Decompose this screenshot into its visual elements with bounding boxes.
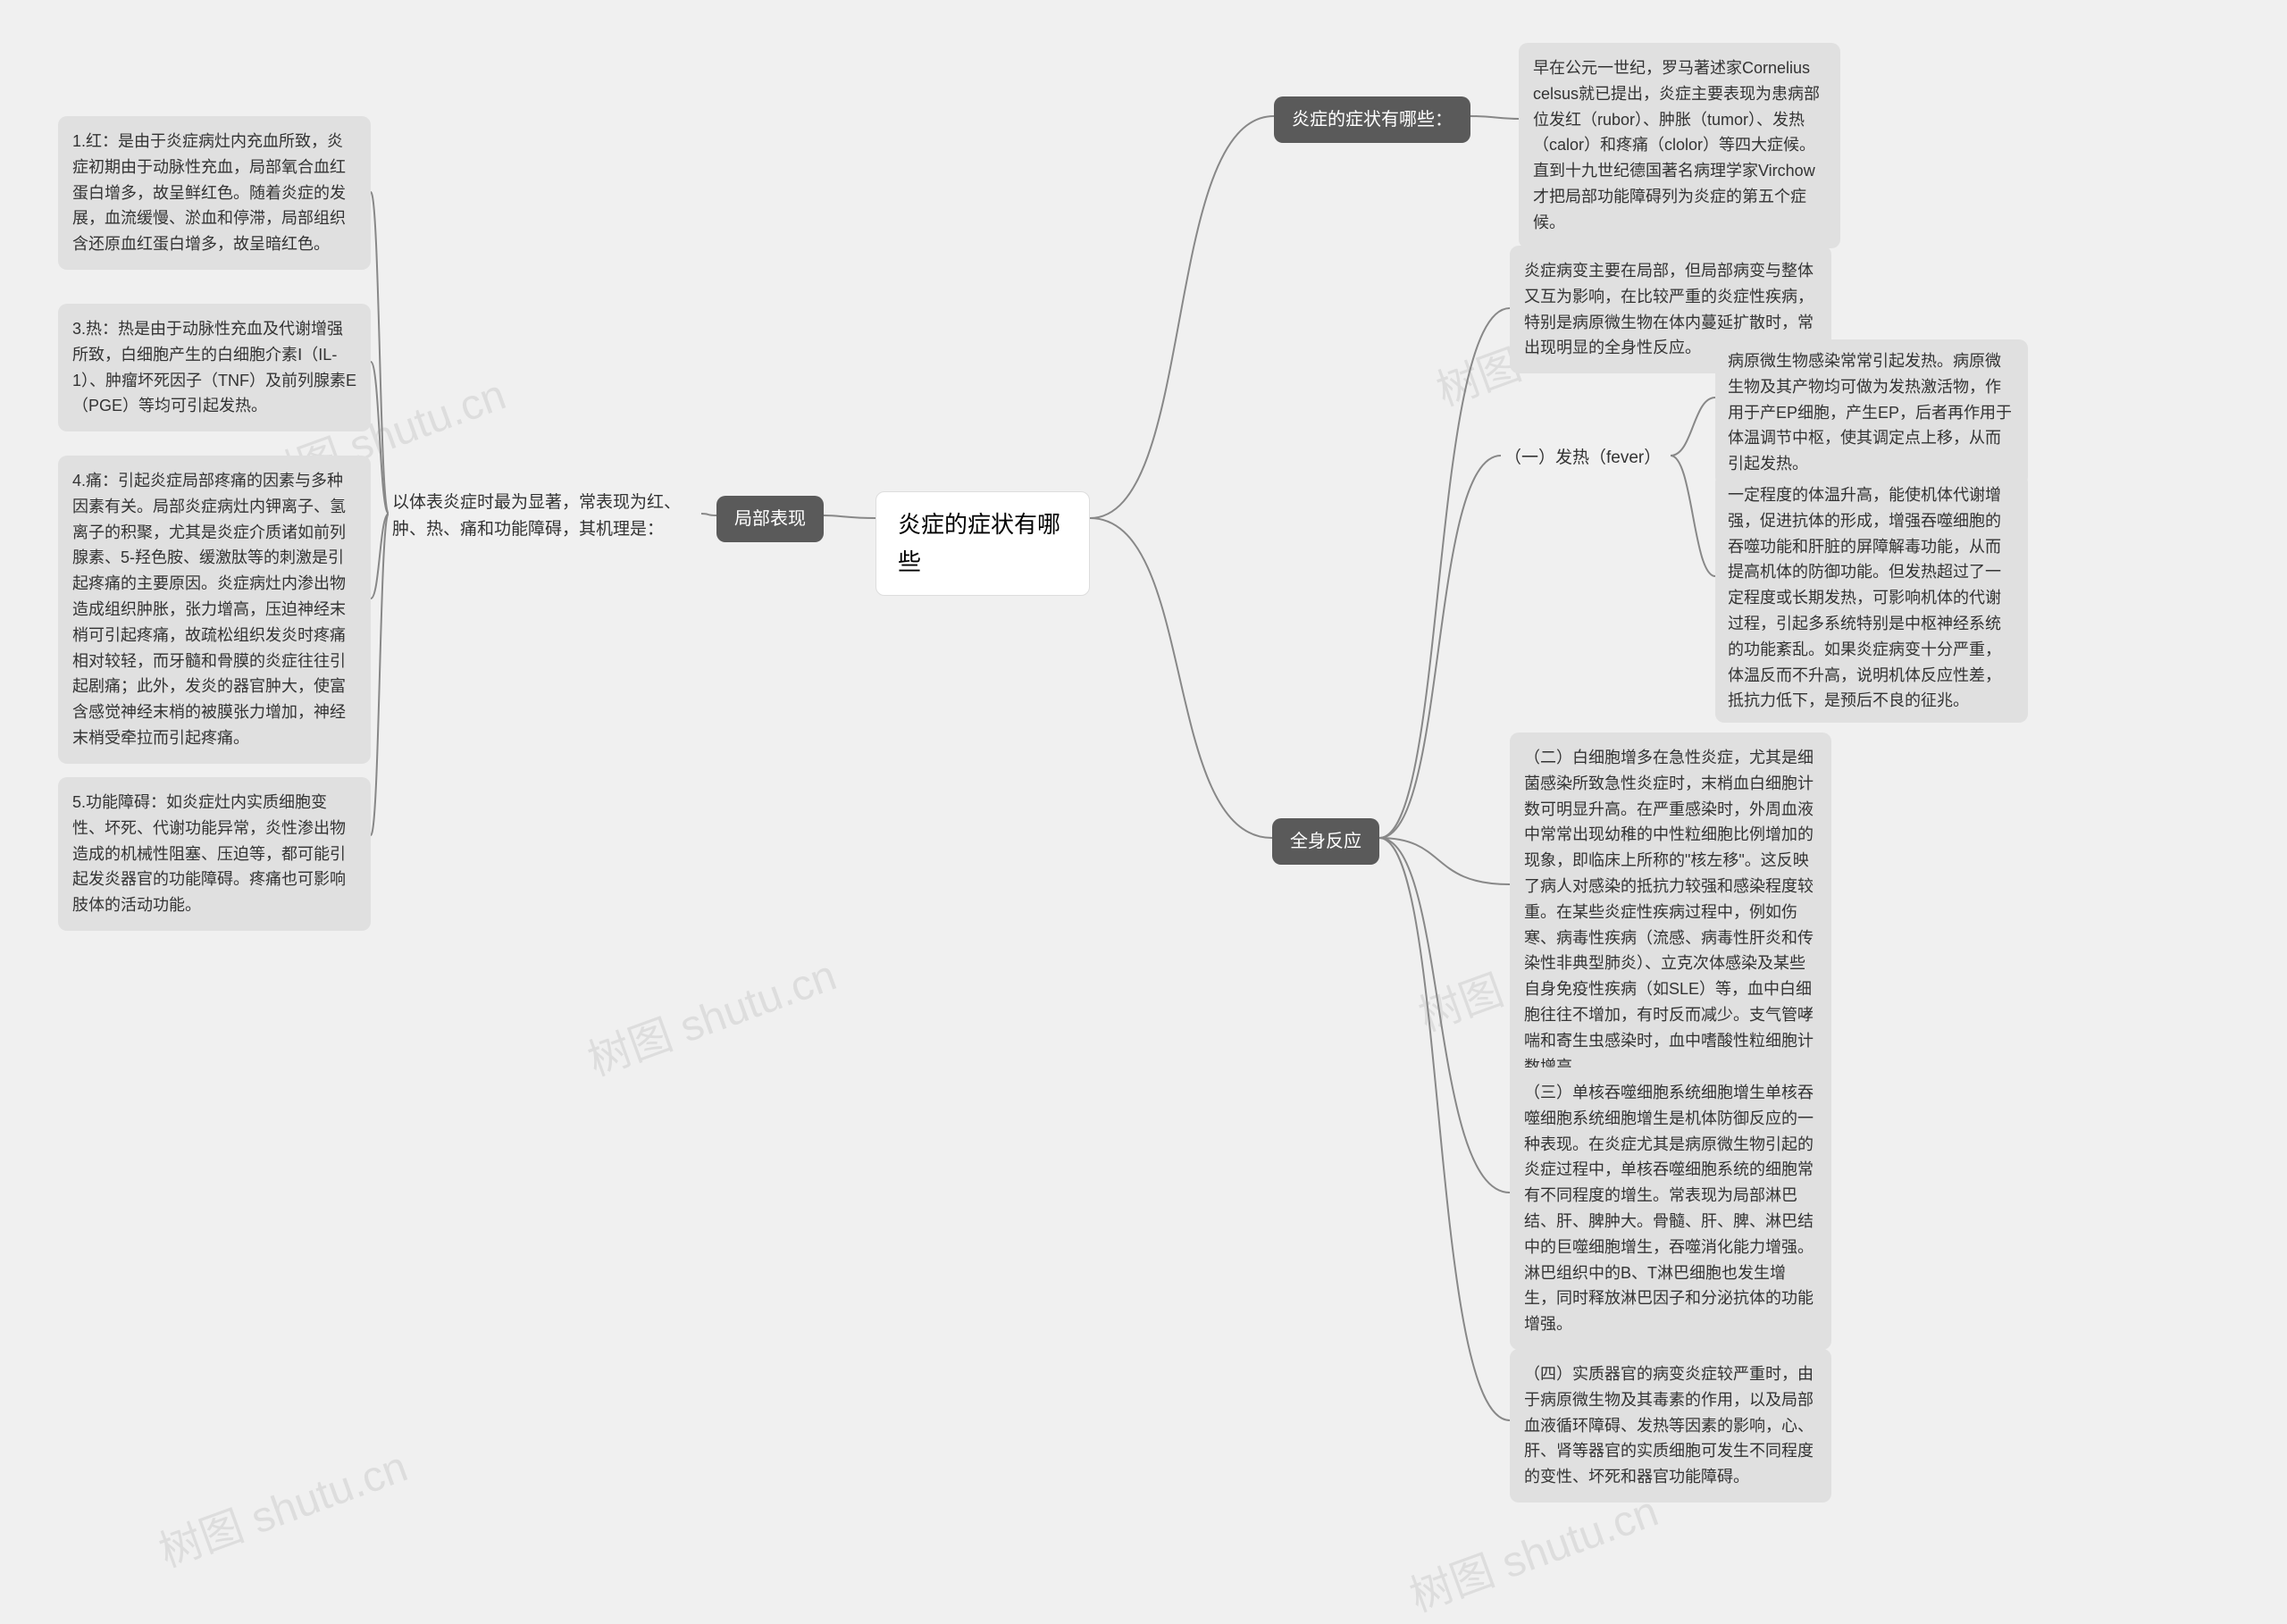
branch-local[interactable]: 局部表现 bbox=[716, 496, 824, 542]
watermark: 树图 shutu.cn bbox=[149, 1431, 415, 1578]
leaf-fever-effect[interactable]: 一定程度的体温升高，能使机体代谢增强，促进抗体的形成，增强吞噬细胞的吞噬功能和肝… bbox=[1715, 473, 2028, 723]
leaf-parenchyma[interactable]: （四）实质器官的病变炎症较严重时，由于病原微生物及其毒素的作用，以及局部血液循环… bbox=[1510, 1349, 1831, 1503]
leaf-red[interactable]: 1.红：是由于炎症病灶内充血所致，炎症初期由于动脉性充血，局部氧合血红蛋白增多，… bbox=[58, 116, 371, 270]
sub-text: （一）发热（fever） bbox=[1504, 448, 1661, 467]
leaf-text: （三）单核吞噬细胞系统细胞增生单核吞噬细胞系统细胞增生是机体防御反应的一种表现。… bbox=[1524, 1084, 1814, 1333]
leaf-text: 1.红：是由于炎症病灶内充血所致，炎症初期由于动脉性充血，局部氧合血红蛋白增多，… bbox=[72, 132, 346, 253]
branch-label: 全身反应 bbox=[1290, 832, 1361, 851]
branch-symptoms[interactable]: 炎症的症状有哪些： bbox=[1274, 96, 1470, 143]
leaf-text: 3.热：热是由于动脉性充血及代谢增强所致，白细胞产生的白细胞介素Ⅰ（IL-1）、… bbox=[72, 320, 356, 414]
leaf-text: 一定程度的体温升高，能使机体代谢增强，促进抗体的形成，增强吞噬细胞的吞噬功能和肝… bbox=[1728, 486, 2001, 709]
leaf-heat[interactable]: 3.热：热是由于动脉性充血及代谢增强所致，白细胞产生的白细胞介素Ⅰ（IL-1）、… bbox=[58, 304, 371, 431]
sub-fever[interactable]: （一）发热（fever） bbox=[1501, 438, 1671, 479]
leaf-dysfunction[interactable]: 5.功能障碍：如炎症灶内实质细胞变性、坏死、代谢功能异常，炎性渗出物造成的机械性… bbox=[58, 777, 371, 931]
sub-text: 以体表炎症时最为显著，常表现为红、肿、热、痛和功能障碍，其机理是： bbox=[392, 493, 681, 539]
leaf-leukocytosis[interactable]: （二）白细胞增多在急性炎症，尤其是细菌感染所致急性炎症时，末梢血白细胞计数可明显… bbox=[1510, 732, 1831, 1092]
leaf-pain[interactable]: 4.痛：引起炎症局部疼痛的因素与多种因素有关。局部炎症病灶内钾离子、氢离子的积聚… bbox=[58, 456, 371, 764]
leaf-fever-cause[interactable]: 病原微生物感染常常引起发热。病原微生物及其产物均可做为发热激活物，作用于产EP细… bbox=[1715, 339, 2028, 486]
leaf-celsus[interactable]: 早在公元一世纪，罗马著述家Cornelius celsus就已提出，炎症主要表现… bbox=[1519, 43, 1840, 248]
root-node[interactable]: 炎症的症状有哪些 bbox=[875, 491, 1090, 596]
leaf-text: （四）实质器官的病变炎症较严重时，由于病原微生物及其毒素的作用，以及局部血液循环… bbox=[1524, 1365, 1814, 1486]
leaf-monocyte[interactable]: （三）单核吞噬细胞系统细胞增生单核吞噬细胞系统细胞增生是机体防御反应的一种表现。… bbox=[1510, 1067, 1831, 1350]
leaf-text: 5.功能障碍：如炎症灶内实质细胞变性、坏死、代谢功能异常，炎性渗出物造成的机械性… bbox=[72, 793, 346, 914]
sub-local-intro[interactable]: 以体表炎症时最为显著，常表现为红、肿、热、痛和功能障碍，其机理是： bbox=[389, 482, 701, 551]
branch-label: 炎症的症状有哪些： bbox=[1292, 110, 1453, 130]
leaf-text: 病原微生物感染常常引起发热。病原微生物及其产物均可做为发热激活物，作用于产EP细… bbox=[1728, 352, 2012, 473]
branch-label: 局部表现 bbox=[734, 509, 806, 529]
branch-systemic[interactable]: 全身反应 bbox=[1272, 818, 1379, 865]
leaf-text: 早在公元一世纪，罗马著述家Cornelius celsus就已提出，炎症主要表现… bbox=[1533, 59, 1820, 231]
leaf-text: （二）白细胞增多在急性炎症，尤其是细菌感染所致急性炎症时，末梢血白细胞计数可明显… bbox=[1524, 749, 1814, 1076]
root-title: 炎症的症状有哪些 bbox=[898, 511, 1060, 575]
watermark: 树图 shutu.cn bbox=[578, 940, 843, 1087]
leaf-text: 4.痛：引起炎症局部疼痛的因素与多种因素有关。局部炎症病灶内钾离子、氢离子的积聚… bbox=[72, 472, 346, 747]
